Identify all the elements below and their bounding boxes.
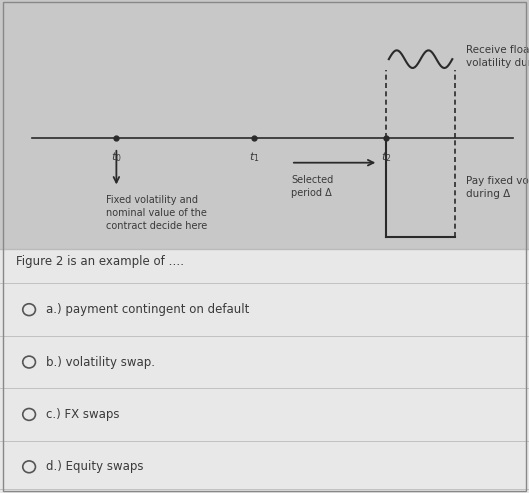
Text: Pay fixed volatility
during Δ: Pay fixed volatility during Δ: [466, 176, 529, 199]
Text: Selected
period Δ: Selected period Δ: [291, 175, 333, 198]
Bar: [0, 0, 529, 249]
Text: Figure 2 is an example of ….: Figure 2 is an example of ….: [16, 255, 184, 268]
Text: b.) volatility swap.: b.) volatility swap.: [46, 355, 155, 369]
Text: d.) Equity swaps: d.) Equity swaps: [46, 460, 143, 473]
Text: $t_0$: $t_0$: [111, 150, 122, 164]
Text: Fixed volatility and
nominal value of the
contract decide here: Fixed volatility and nominal value of th…: [106, 195, 207, 231]
Text: $t_2$: $t_2$: [381, 150, 391, 164]
Text: c.) FX swaps: c.) FX swaps: [46, 408, 120, 421]
Text: Receive floating
volatility during Δ: Receive floating volatility during Δ: [466, 45, 529, 69]
Bar: [0, 249, 529, 493]
Text: a.) payment contingent on default: a.) payment contingent on default: [46, 303, 249, 316]
Text: $t_1$: $t_1$: [249, 150, 259, 164]
